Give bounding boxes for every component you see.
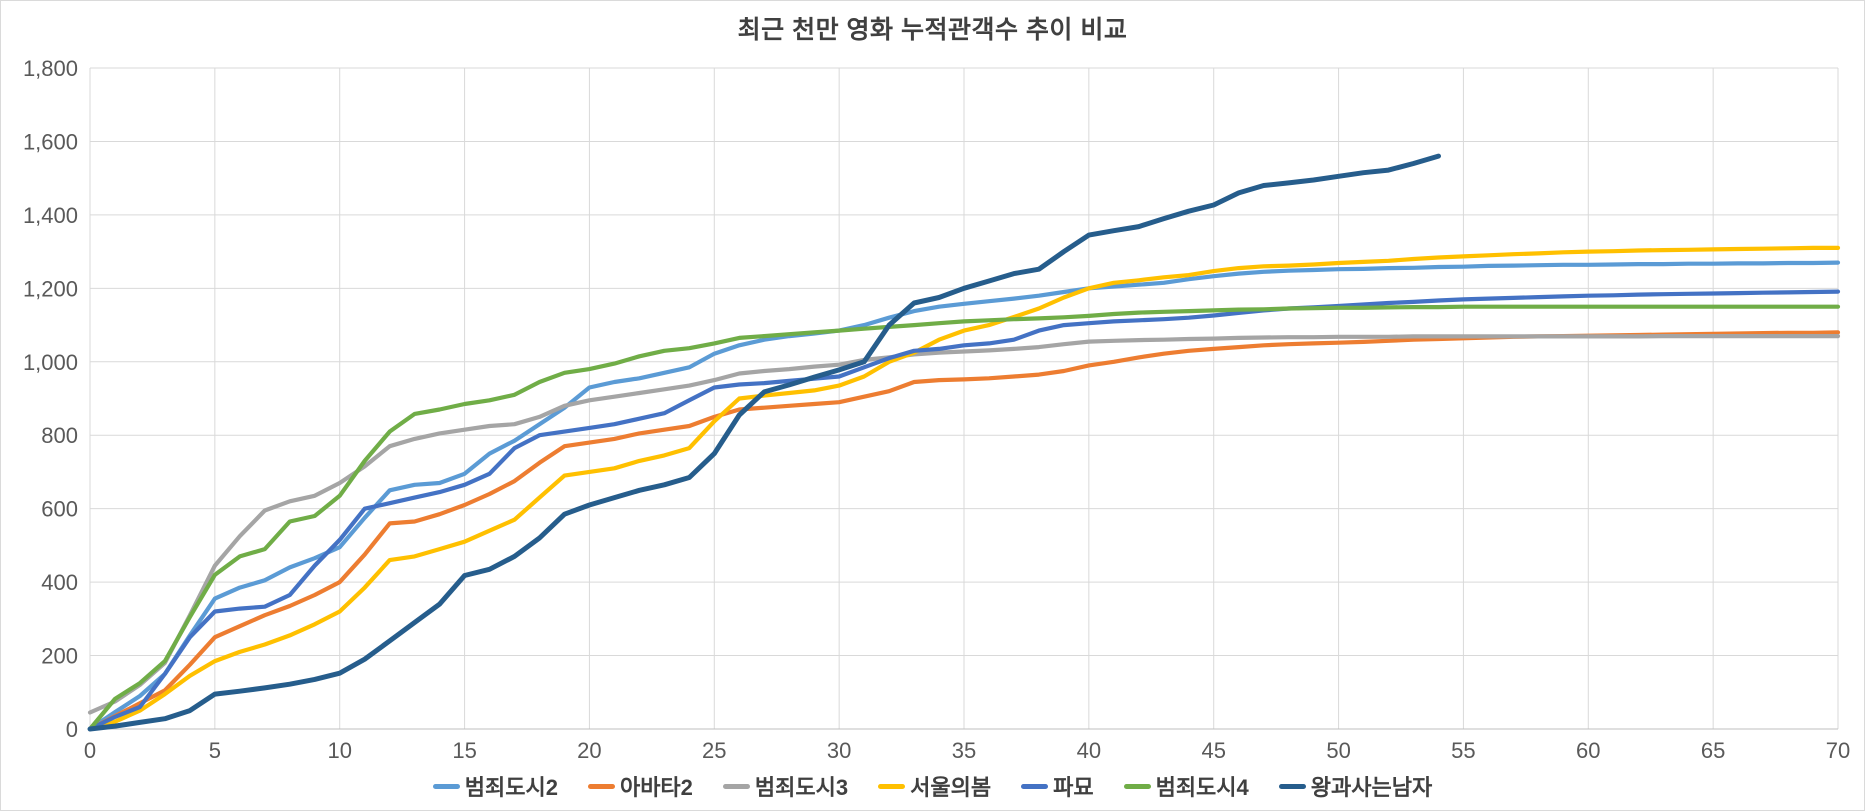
y-axis-tick-label: 1,200	[23, 276, 78, 301]
legend-label-avatar-2: 아바타2	[619, 775, 693, 800]
legend-item-crime-city-3: 범죄도시3	[722, 770, 849, 802]
series-line-wang-gwa-saneun-namja	[87, 153, 1441, 732]
series-line-crime-city-3	[87, 334, 1841, 715]
legend-marker-seoul-spring	[878, 783, 906, 789]
x-axis-tick-label: 35	[952, 738, 976, 763]
x-axis-tick-label: 45	[1201, 738, 1225, 763]
y-axis-tick-label: 800	[41, 423, 78, 448]
x-axis-tick-label: 15	[452, 738, 476, 763]
series-line-crime-city-2	[87, 260, 1841, 732]
legend-marker-crime-city-4	[1123, 783, 1151, 789]
legend-label-wang-gwa-saneun-namja: 왕과사는남자	[1310, 775, 1433, 800]
y-axis-tick-label: 1,600	[23, 129, 78, 154]
chart-legend: 범죄도시2 아바타2 범죄도시3 서울의봄 파묘 범죄도시4 왕과사는남자	[0, 770, 1865, 802]
legend-label-crime-city-2: 범죄도시2	[464, 775, 558, 800]
series-line-seoul-spring	[87, 245, 1841, 732]
y-axis-tick-label: 1,800	[23, 56, 78, 81]
y-axis-tick-label: 600	[41, 497, 78, 522]
legend-label-crime-city-3: 범죄도시3	[754, 775, 849, 800]
y-axis-tick-label: 1,000	[23, 350, 78, 375]
legend-marker-crime-city-3	[722, 783, 750, 789]
x-axis-tick-label: 70	[1826, 738, 1850, 763]
y-axis-tick-label: 0	[66, 717, 78, 742]
series-line-crime-city-4	[87, 304, 1841, 732]
x-axis-tick-label: 0	[84, 738, 96, 763]
legend-label-seoul-spring: 서울의봄	[910, 775, 992, 800]
x-axis-tick-label: 60	[1576, 738, 1600, 763]
series-line-exhuma	[87, 289, 1841, 732]
legend-marker-avatar-2	[587, 783, 615, 789]
x-axis-tick-label: 55	[1451, 738, 1475, 763]
legend-marker-crime-city-2	[432, 783, 460, 789]
y-axis-tick-label: 1,400	[23, 203, 78, 228]
x-axis-tick-label: 50	[1326, 738, 1350, 763]
x-axis-tick-label: 10	[327, 738, 351, 763]
legend-label-crime-city-4: 범죄도시4	[1155, 775, 1249, 800]
legend-item-avatar-2: 아바타2	[587, 770, 693, 802]
x-axis-tick-label: 5	[209, 738, 221, 763]
chart-title: 최근 천만 영화 누적관객수 추이 비교	[737, 16, 1128, 44]
x-axis-tick-label: 20	[577, 738, 601, 763]
x-axis-tick-label: 65	[1701, 738, 1725, 763]
legend-item-wang-gwa-saneun-namja: 왕과사는남자	[1278, 770, 1433, 802]
legend-item-seoul-spring: 서울의봄	[878, 770, 991, 802]
x-axis-tick-label: 40	[1077, 738, 1101, 763]
y-axis-tick-label: 200	[41, 644, 78, 669]
x-axis-tick-label: 30	[827, 738, 851, 763]
legend-item-crime-city-4: 범죄도시4	[1123, 770, 1249, 802]
x-axis-tick-label: 25	[702, 738, 726, 763]
y-axis-tick-label: 400	[41, 570, 78, 595]
legend-label-exhuma: 파묘	[1053, 775, 1094, 800]
legend-marker-wang-gwa-saneun-namja	[1278, 783, 1306, 789]
legend-marker-exhuma	[1021, 783, 1049, 789]
legend-item-exhuma: 파묘	[1021, 770, 1094, 802]
legend-item-crime-city-2: 범죄도시2	[432, 770, 558, 802]
